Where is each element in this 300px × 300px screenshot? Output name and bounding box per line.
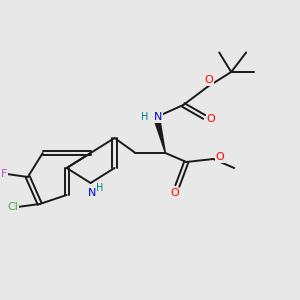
Text: O: O	[215, 152, 224, 163]
Text: Cl: Cl	[8, 202, 18, 212]
Text: N: N	[154, 112, 162, 122]
Text: O: O	[206, 113, 215, 124]
Text: F: F	[1, 169, 7, 179]
Text: N: N	[88, 188, 96, 198]
Text: H: H	[141, 112, 148, 122]
Text: H: H	[97, 183, 104, 194]
Text: O: O	[170, 188, 179, 199]
Polygon shape	[154, 116, 165, 153]
Text: O: O	[204, 75, 213, 85]
